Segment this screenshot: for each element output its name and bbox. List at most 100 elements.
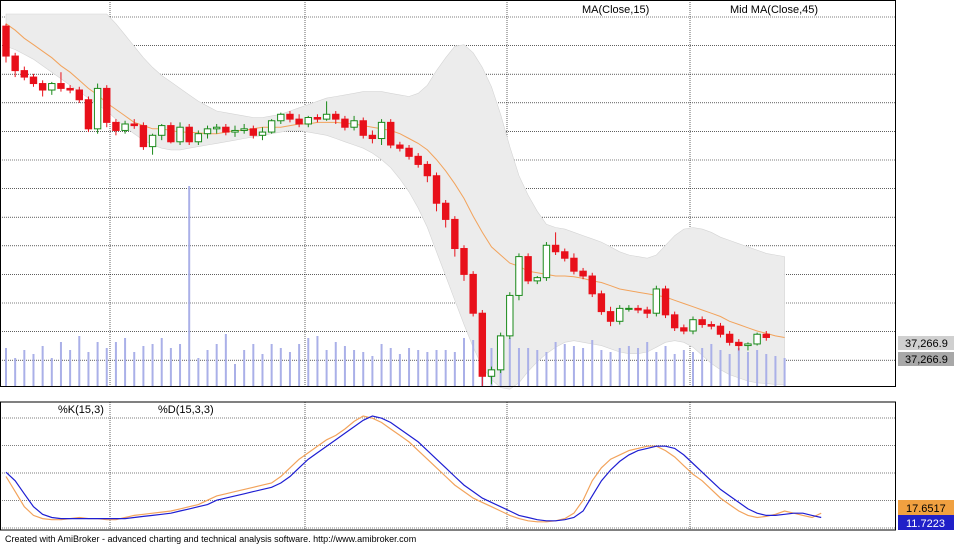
candle-body [203, 128, 212, 135]
candle-body [460, 248, 468, 275]
candle-body [762, 333, 770, 338]
candle-body [570, 257, 578, 272]
candle-body [11, 55, 19, 72]
candle-body [277, 113, 285, 122]
candle-body [606, 311, 615, 322]
price-axis-label-2: 37,266.9 [898, 352, 954, 366]
candle-body [469, 273, 477, 314]
candle-body [588, 275, 596, 295]
stoch-axis-label-d: 11.7223 [898, 515, 954, 530]
legend-mid-ma45: Mid MA(Close,45) [730, 4, 818, 16]
candle-body [579, 270, 587, 277]
candle-body [496, 335, 505, 371]
candle-body [652, 288, 661, 314]
candle-body [258, 131, 267, 136]
candle-body [414, 155, 422, 165]
candle-body [212, 126, 221, 130]
panel-frames [0, 0, 896, 531]
price-panel-frame [0, 0, 896, 387]
candle-body [597, 293, 606, 313]
price-label-2: 37,266.9 [905, 354, 948, 366]
candle-body [84, 99, 93, 130]
candle-body [295, 118, 303, 125]
candle-body [75, 89, 83, 101]
candle-body [286, 113, 294, 120]
candle-body [377, 121, 386, 140]
candle-body [506, 294, 514, 337]
candle-body [670, 314, 679, 329]
candle-body [753, 333, 761, 345]
stoch-k-line [5, 415, 822, 523]
candle-body [93, 87, 102, 130]
candle-body [350, 120, 358, 128]
candle-body [148, 134, 157, 148]
candle-body [542, 244, 551, 279]
candle-body [231, 129, 239, 133]
candle-body [158, 125, 166, 136]
stoch-panel-frame [0, 401, 896, 531]
candle-body [121, 123, 129, 131]
stochastic-lines [5, 415, 822, 523]
stoch-label-k: 17.6517 [906, 503, 946, 515]
candle-body [332, 113, 340, 120]
candle-body [313, 117, 322, 120]
candle-body [625, 307, 633, 310]
candle-body [432, 175, 441, 204]
candle-body [48, 83, 56, 91]
candle-body [451, 218, 459, 250]
stoch-axis-label-k: 17.6517 [898, 500, 954, 515]
candle-body [396, 144, 404, 149]
candle-body [194, 133, 203, 143]
candle-body [441, 202, 450, 220]
candle-body [359, 120, 367, 136]
candle-body [267, 120, 276, 133]
candle-body [387, 121, 395, 146]
legend-ma15: MA(Close,15) [582, 4, 649, 16]
candle-body [561, 251, 569, 259]
stoch-label-d: 11.7223 [906, 518, 945, 530]
candle-body [405, 147, 413, 157]
candle-body [57, 83, 65, 89]
candle-body [341, 118, 349, 128]
candle-body [368, 134, 377, 140]
candle-body [167, 125, 175, 143]
band-area [5, 13, 785, 390]
bollinger-band [5, 13, 785, 390]
candle-body [533, 277, 541, 282]
legend-d: %D(15,3,3) [158, 404, 214, 416]
price-label-1: 37,266.9 [905, 338, 948, 350]
candle-body [515, 256, 523, 296]
candle-body [185, 126, 193, 143]
candle-body [707, 324, 716, 327]
candle-body [680, 327, 688, 332]
candle-body [716, 325, 725, 335]
candle-body [423, 163, 432, 177]
candle-body [725, 333, 734, 343]
candle-body [735, 341, 743, 347]
candle-body [38, 83, 47, 91]
stoch-d-line [5, 415, 822, 522]
candle-body [487, 369, 496, 377]
candle-body [689, 319, 697, 332]
legend-k: %K(15,3) [58, 404, 104, 416]
candle-body [20, 70, 29, 78]
candle-body [66, 87, 74, 91]
candle-body [139, 125, 148, 148]
candle-body [222, 126, 230, 133]
candle-body [103, 87, 111, 123]
candle-body [698, 319, 706, 326]
footer-credit: Created with AmiBroker - advanced charti… [5, 534, 417, 544]
candle-body [304, 117, 312, 125]
candle-body [176, 126, 184, 143]
candle-body [661, 288, 670, 316]
candles [2, 23, 770, 386]
candle-body [240, 128, 248, 131]
price-axis-label-1: 37,266.9 [898, 336, 954, 350]
candle-body [524, 256, 532, 282]
candle-body [478, 312, 487, 377]
candle-body [744, 343, 752, 347]
candle-body [551, 244, 560, 253]
candle-body [2, 25, 10, 57]
candle-body [130, 123, 138, 127]
